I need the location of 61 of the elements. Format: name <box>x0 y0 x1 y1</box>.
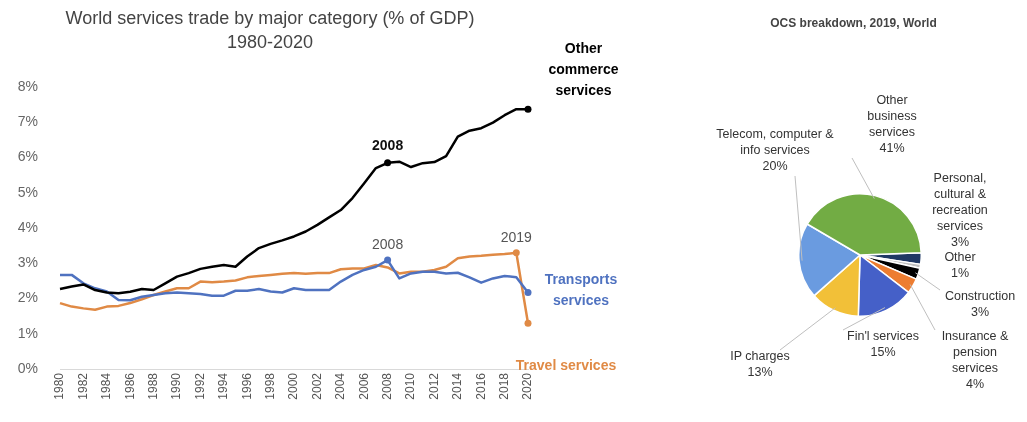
data-label: 20% <box>762 158 788 173</box>
x-tick-label: 2020 <box>520 372 535 400</box>
x-tick-label: 2000 <box>286 372 301 400</box>
x-tick-label: 2018 <box>496 372 511 400</box>
data-label: 15% <box>870 344 896 359</box>
point <box>524 289 532 297</box>
point <box>524 319 532 327</box>
x-tick-label: 2006 <box>356 372 371 400</box>
y-tick-label: 5% <box>17 183 38 200</box>
y-tick-label: 1% <box>17 324 38 341</box>
slice-label: Insurance & pension services <box>941 328 1010 375</box>
y-tick-label: 0% <box>17 359 38 376</box>
data-label: 41% <box>879 140 905 155</box>
data-label: 3% <box>970 304 990 319</box>
x-tick-label: 1988 <box>145 372 160 400</box>
x-tick-label: 2014 <box>450 372 465 400</box>
data-label: 13% <box>747 364 773 379</box>
slice-label: Other <box>944 249 976 264</box>
series-label: Other commerce services <box>548 40 619 99</box>
x-tick-label: 2010 <box>403 372 418 400</box>
chart-title: OCS breakdown, 2019, World <box>769 16 938 30</box>
y-tick-label: 4% <box>17 218 38 235</box>
y-tick-label: 2% <box>17 289 38 306</box>
x-tick-label: 2016 <box>473 372 488 400</box>
slice-label: Telecom, computer & info services <box>716 126 835 157</box>
series-label: Transports services <box>544 271 618 309</box>
y-tick-label: 7% <box>17 113 38 130</box>
slice-label: Other business services <box>867 92 917 139</box>
data-label: 3% <box>950 234 970 249</box>
text: Travel services <box>515 357 617 374</box>
point <box>524 105 532 113</box>
slice-label: IP charges <box>730 348 790 363</box>
chart-title: World services trade by major category (% of GDP) <box>64 8 476 29</box>
x-tick-label: 2008 <box>379 372 394 400</box>
x-tick-label: 1986 <box>122 372 137 400</box>
y-tick-label: 6% <box>17 148 38 165</box>
x-tick-label: 1998 <box>262 372 277 400</box>
x-tick-label: 1980 <box>52 372 67 400</box>
chart-subtitle: 1980-2020 <box>225 32 315 53</box>
point <box>384 256 392 264</box>
slice-label: Fin'l services <box>847 328 919 343</box>
annotation: 2008 <box>372 235 404 252</box>
y-tick-label: 8% <box>17 77 38 94</box>
x-tick-label: 1996 <box>239 372 254 400</box>
point <box>384 159 392 167</box>
point <box>512 249 520 257</box>
x-tick-label: 1992 <box>192 372 207 400</box>
x-tick-label: 1982 <box>75 372 90 400</box>
x-tick-label: 1994 <box>216 372 231 400</box>
x-tick-label: 1984 <box>99 372 114 400</box>
slice-label: Construction <box>944 288 1016 303</box>
annotation: 2019 <box>500 228 533 245</box>
slice-label: Personal, cultural & recreation services <box>932 170 988 233</box>
x-tick-label: 2004 <box>333 372 348 400</box>
data-label: 4% <box>965 376 985 391</box>
y-tick-label: 3% <box>17 254 38 271</box>
x-tick-label: 1990 <box>169 372 184 400</box>
x-tick-label: 2012 <box>426 372 441 400</box>
data-label: 1% <box>950 265 970 280</box>
x-tick-label: 2002 <box>309 372 324 400</box>
annotation: 2008 <box>372 136 404 153</box>
